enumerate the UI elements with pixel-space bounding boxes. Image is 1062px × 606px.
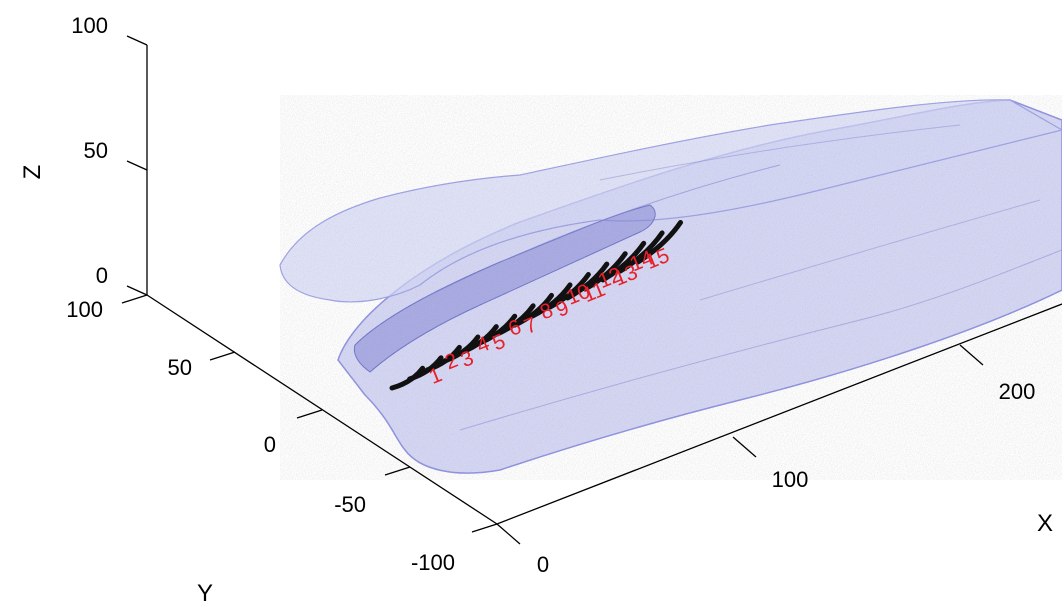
tick-labels: 100 50 0 100 50 0 -50 -100 0 100 200 bbox=[66, 13, 1035, 577]
x-tick-100 bbox=[732, 436, 757, 458]
marker-stripe-14 bbox=[617, 230, 665, 274]
marker-stripe-15 bbox=[635, 220, 683, 265]
y-tick-label-minus100: -100 bbox=[411, 550, 455, 575]
y-tick-label-50: 50 bbox=[168, 355, 192, 380]
y-tick-50 bbox=[209, 351, 236, 361]
x-axis-line bbox=[496, 303, 1062, 525]
x-tick-label-200: 200 bbox=[999, 379, 1036, 404]
y-tick-minus100 bbox=[471, 523, 498, 533]
x-tick-200 bbox=[959, 344, 984, 366]
marker-stripe-12 bbox=[582, 251, 628, 292]
y-tick-label-0: 0 bbox=[264, 432, 276, 457]
z-axis-label: Z bbox=[19, 165, 46, 180]
y-tick-100 bbox=[121, 294, 148, 304]
y-axis-label: Y bbox=[197, 580, 213, 606]
z-tick-50 bbox=[126, 160, 148, 171]
marker-stripe-13 bbox=[600, 240, 647, 283]
y-tick-label-100: 100 bbox=[66, 297, 103, 322]
x-tick-label-100: 100 bbox=[772, 467, 809, 492]
z-tick-label-100: 100 bbox=[71, 13, 108, 38]
mesh-texture bbox=[280, 95, 1062, 480]
z-tick-label-50: 50 bbox=[84, 138, 108, 163]
z-tick-0 bbox=[126, 285, 148, 296]
y-tick-label-minus50: -50 bbox=[334, 492, 366, 517]
axes bbox=[121, 35, 1062, 545]
marker-stripe-10 bbox=[547, 272, 591, 310]
marker-stripe-11 bbox=[565, 261, 610, 301]
y-axis-line bbox=[146, 294, 498, 525]
mesh-surface bbox=[279, 95, 1062, 480]
z-tick-label-0: 0 bbox=[96, 263, 108, 288]
x-tick-0 bbox=[496, 523, 521, 545]
y-tick-0 bbox=[296, 409, 323, 419]
y-tick-minus50 bbox=[384, 466, 411, 476]
x-tick-label-0: 0 bbox=[537, 552, 549, 577]
x-axis-label: X bbox=[1037, 510, 1053, 537]
z-tick-100 bbox=[126, 35, 148, 46]
